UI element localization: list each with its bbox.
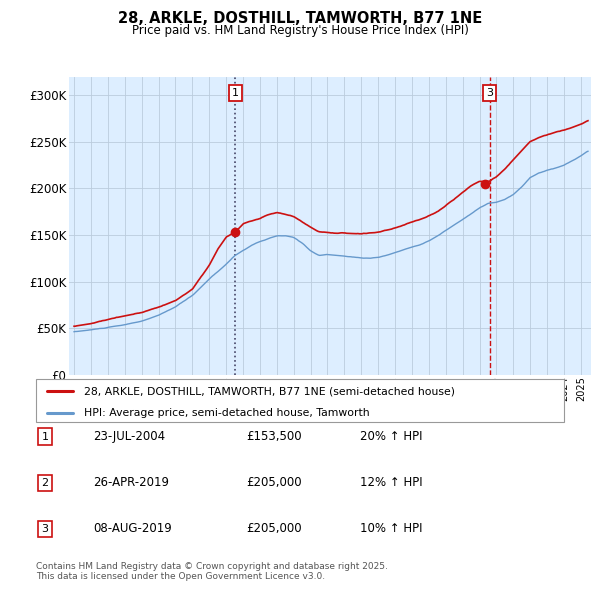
Text: 23-JUL-2004: 23-JUL-2004 [93, 430, 165, 443]
Text: HPI: Average price, semi-detached house, Tamworth: HPI: Average price, semi-detached house,… [83, 408, 369, 418]
Text: 3: 3 [41, 524, 49, 533]
Text: 08-AUG-2019: 08-AUG-2019 [93, 522, 172, 535]
Text: Price paid vs. HM Land Registry's House Price Index (HPI): Price paid vs. HM Land Registry's House … [131, 24, 469, 37]
Text: 10% ↑ HPI: 10% ↑ HPI [360, 522, 422, 535]
FancyBboxPatch shape [36, 379, 564, 422]
Text: 20% ↑ HPI: 20% ↑ HPI [360, 430, 422, 443]
Text: 1: 1 [41, 432, 49, 441]
Text: Contains HM Land Registry data © Crown copyright and database right 2025.
This d: Contains HM Land Registry data © Crown c… [36, 562, 388, 581]
Text: 3: 3 [486, 88, 493, 98]
Text: £153,500: £153,500 [246, 430, 302, 443]
Text: 12% ↑ HPI: 12% ↑ HPI [360, 476, 422, 489]
Text: 2: 2 [41, 478, 49, 487]
Text: 28, ARKLE, DOSTHILL, TAMWORTH, B77 1NE: 28, ARKLE, DOSTHILL, TAMWORTH, B77 1NE [118, 11, 482, 25]
Text: 28, ARKLE, DOSTHILL, TAMWORTH, B77 1NE (semi-detached house): 28, ARKLE, DOSTHILL, TAMWORTH, B77 1NE (… [83, 386, 455, 396]
Text: 26-APR-2019: 26-APR-2019 [93, 476, 169, 489]
Text: 1: 1 [232, 88, 239, 98]
Text: £205,000: £205,000 [246, 476, 302, 489]
Text: £205,000: £205,000 [246, 522, 302, 535]
